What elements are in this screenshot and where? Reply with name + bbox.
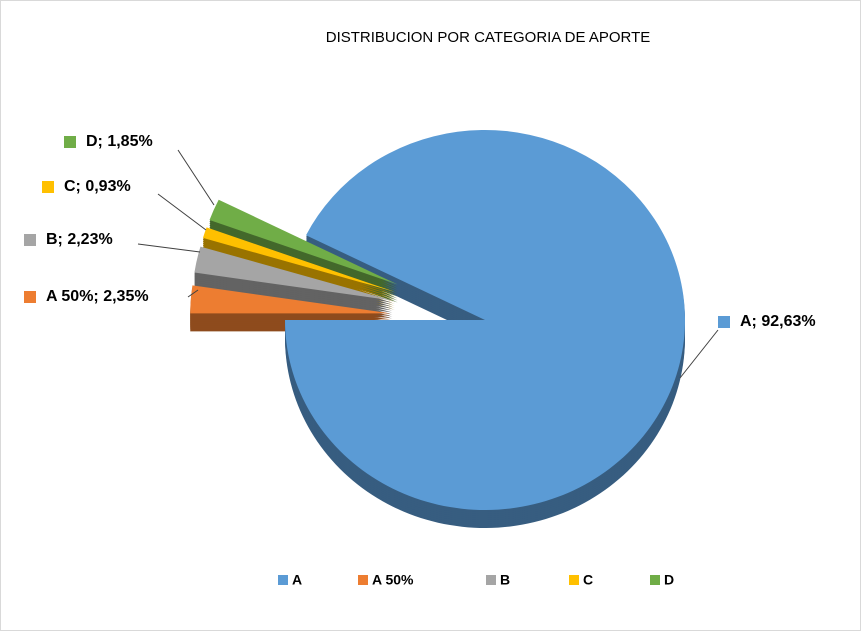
legend-key bbox=[650, 575, 660, 585]
leader-line bbox=[157, 193, 207, 231]
label-key bbox=[42, 181, 54, 193]
legend-label: A 50% bbox=[372, 572, 414, 588]
data-label: B; 2,23% bbox=[46, 231, 113, 248]
slice bbox=[194, 246, 393, 301]
legend-key bbox=[358, 575, 368, 585]
data-label: A; 92,63% bbox=[740, 313, 816, 330]
label-key bbox=[24, 291, 36, 303]
legend-key bbox=[278, 575, 288, 585]
data-label: A 50%; 2,35% bbox=[46, 288, 149, 305]
legend-label: B bbox=[500, 572, 510, 588]
leader-line bbox=[679, 329, 719, 379]
leader-line bbox=[177, 149, 215, 206]
leader-line bbox=[187, 289, 199, 298]
data-label: D; 1,85% bbox=[86, 133, 153, 150]
legend-key bbox=[569, 575, 579, 585]
label-key bbox=[718, 316, 730, 328]
chart-title: DISTRIBUCION POR CATEGORIA DE APORTE bbox=[326, 29, 651, 46]
slice bbox=[190, 285, 391, 314]
legend-key bbox=[486, 575, 496, 585]
slice bbox=[202, 227, 395, 292]
slice bbox=[285, 130, 685, 511]
legend-label: A bbox=[292, 572, 302, 588]
legend-label: D bbox=[664, 572, 674, 588]
data-label: C; 0,93% bbox=[64, 178, 131, 195]
leader-line bbox=[137, 243, 201, 253]
legend-label: C bbox=[583, 572, 593, 588]
slice bbox=[209, 199, 398, 285]
label-key bbox=[64, 136, 76, 148]
label-key bbox=[24, 234, 36, 246]
